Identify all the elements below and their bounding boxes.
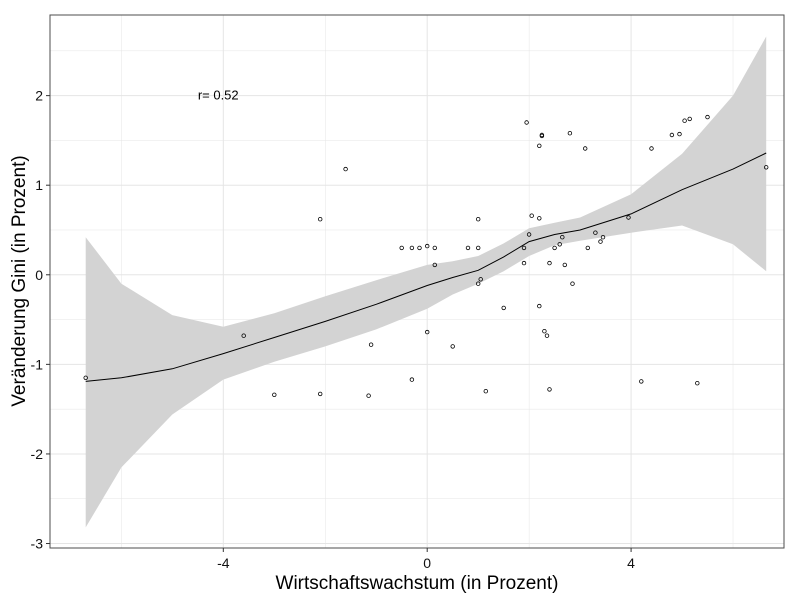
- scatter-point: [478, 277, 483, 282]
- x-axis-title: Wirtschaftswachstum (in Prozent): [276, 573, 559, 594]
- scatter-point: [399, 245, 404, 251]
- y-tick-label: -3: [31, 536, 44, 552]
- scatter-point: [649, 146, 654, 151]
- scatter-point: [677, 131, 682, 137]
- scatter-point: [483, 389, 488, 394]
- scatter-point: [318, 391, 323, 397]
- scatter-point: [521, 245, 527, 251]
- scatter-point: [318, 216, 323, 222]
- scatter-point: [567, 130, 573, 136]
- scatter-point: [598, 239, 603, 244]
- scatter-point: [562, 262, 567, 268]
- scatter-point: [626, 215, 631, 220]
- x-tick-label: 4: [627, 555, 635, 571]
- scatter-point: [83, 375, 88, 380]
- scatter-point: [241, 333, 246, 338]
- scatter-point: [476, 281, 481, 286]
- scatter-point: [343, 166, 348, 172]
- scatter-point: [544, 333, 550, 338]
- scatter-points: [83, 114, 769, 398]
- scatter-point: [409, 245, 415, 251]
- scatter-point: [560, 234, 565, 240]
- scatter-point: [570, 281, 575, 286]
- y-tick-label: 0: [35, 267, 43, 283]
- scatter-point: [526, 232, 532, 237]
- scatter-point: [687, 116, 692, 122]
- scatter-point: [476, 216, 481, 222]
- y-tick-label: 2: [35, 88, 43, 104]
- scatter-point: [417, 245, 422, 251]
- scatter-point: [764, 165, 769, 170]
- scatter-point: [583, 146, 588, 151]
- confidence-band-layer: [85, 36, 767, 528]
- scatter-point: [547, 387, 552, 392]
- scatter-point: [542, 329, 547, 334]
- scatter-point: [705, 114, 710, 120]
- scatter-point: [557, 242, 562, 247]
- scatter-point: [585, 245, 590, 251]
- scatter-point: [272, 392, 277, 397]
- smooth-fit-layer: [85, 152, 767, 382]
- scatter-point: [639, 379, 644, 384]
- scatter-point: [465, 245, 471, 251]
- y-tick-label: -2: [31, 446, 44, 462]
- scatter-point: [682, 118, 687, 123]
- scatter-point: [537, 143, 542, 148]
- y-axis-title: Veränderung Gini (in Prozent): [9, 155, 30, 406]
- correlation-annotation: r= 0.52: [198, 88, 239, 103]
- scatter-point: [521, 260, 527, 266]
- scatter-point: [529, 213, 534, 218]
- scatter-point: [450, 344, 455, 349]
- scatter-point: [476, 245, 481, 251]
- smooth-fit-line: [85, 152, 767, 382]
- scatter-point: [501, 305, 506, 311]
- confidence-band: [85, 36, 767, 528]
- scatter-point: [695, 381, 700, 386]
- scatter-point: [600, 234, 606, 240]
- x-tick-label: -4: [217, 555, 230, 571]
- scatter-point: [409, 377, 415, 382]
- scatter-point: [552, 245, 557, 251]
- scatter-point: [425, 243, 430, 249]
- scatter-point: [524, 120, 529, 125]
- x-tick-label: 0: [423, 555, 431, 571]
- y-tick-label: 1: [35, 177, 43, 193]
- scatter-point: [593, 230, 598, 235]
- y-tick-label: -1: [31, 356, 44, 372]
- y-axis-ticks: -3 -2 -1 0 1 2: [31, 88, 50, 552]
- scatter-point: [537, 216, 542, 221]
- scatter-point: [432, 245, 437, 251]
- scatter-point: [425, 329, 430, 335]
- scatter-point: [669, 132, 675, 138]
- x-axis-ticks: -4 0 4: [217, 548, 635, 571]
- scatter-point: [366, 393, 371, 398]
- scatter-point: [432, 262, 437, 268]
- scatter-point: [537, 303, 542, 309]
- scatter-point: [547, 260, 552, 266]
- scatter-point: [368, 342, 374, 347]
- panel-border: [49, 14, 785, 549]
- scatter-point: [539, 133, 545, 139]
